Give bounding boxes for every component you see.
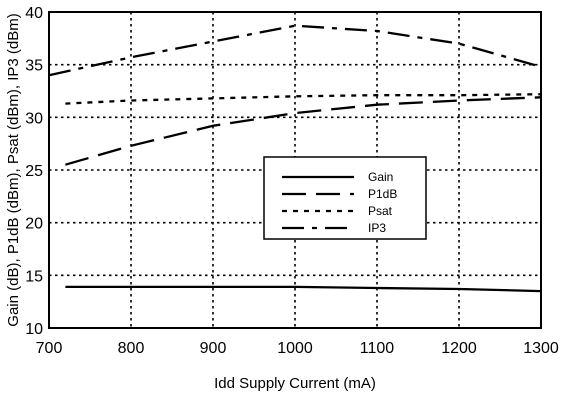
legend: Gain P1dB Psat IP3 xyxy=(263,156,427,240)
y-tick-label: 30 xyxy=(25,110,43,127)
x-tick-label: 1200 xyxy=(441,340,477,357)
series-line-p1db xyxy=(65,96,542,166)
x-tick-label: 800 xyxy=(118,340,145,357)
y-tick-label: 35 xyxy=(25,58,43,75)
y-tick-label: 10 xyxy=(25,321,43,338)
plot-area-frame xyxy=(48,11,542,329)
x-tick-label: 1100 xyxy=(360,340,395,357)
legend-box xyxy=(263,156,427,240)
series-lines xyxy=(48,24,542,293)
legend-label-p1db: P1dB xyxy=(368,187,397,201)
legend-label-gain: Gain xyxy=(368,170,393,184)
x-tick-label: 700 xyxy=(36,340,63,357)
x-tick-label: 900 xyxy=(200,340,227,357)
legend-label-ip3: IP3 xyxy=(368,221,386,235)
y-tick-label: 20 xyxy=(25,216,43,233)
series-line-psat xyxy=(65,93,542,105)
x-tick-label: 1000 xyxy=(277,340,313,357)
y-axis-label: Gain (dB), P1dB (dBm), Psat (dBm), IP3 (… xyxy=(5,13,22,326)
series-line-gain xyxy=(65,285,542,293)
axis-ticks: 700 800 900 1000 1100 1200 1300 10 15 20 25 30 35 40 xyxy=(25,5,559,357)
y-tick-label: 40 xyxy=(25,5,43,22)
x-tick-label: 1300 xyxy=(523,340,559,357)
y-tick-label: 15 xyxy=(25,268,43,285)
legend-label-psat: Psat xyxy=(368,204,393,218)
y-tick-label: 25 xyxy=(25,163,43,180)
x-axis-label: Idd Supply Current (mA) xyxy=(214,375,376,392)
